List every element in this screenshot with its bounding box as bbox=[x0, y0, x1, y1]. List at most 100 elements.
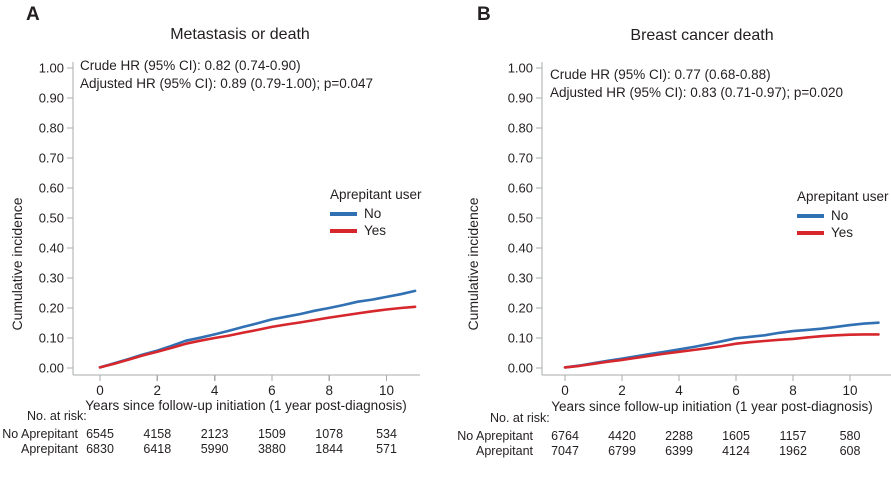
y-tick-label: 0.50 bbox=[508, 211, 533, 226]
y-tick-label: 0.70 bbox=[39, 151, 64, 166]
risk-count: 1078 bbox=[315, 427, 344, 441]
legend-entry-yes: Yes bbox=[797, 224, 889, 241]
y-tick-label: 1.00 bbox=[508, 61, 533, 76]
y-tick-label: 0.20 bbox=[508, 301, 533, 316]
km-chart-b: 0.00 0.10 0.20 0.30 0.40 0.50 0.60 0.70 0.80 0.90… bbox=[508, 61, 891, 398]
panel-b-title: Breast cancer death bbox=[630, 27, 774, 44]
risk-row-label-no-aprepitant: No Aprepitant bbox=[2, 427, 78, 441]
yes-line-swatch bbox=[330, 228, 357, 233]
risk-count: 2123 bbox=[200, 427, 229, 441]
y-tick-label: 0.80 bbox=[39, 121, 64, 136]
y-tick-label: 0.70 bbox=[508, 151, 533, 166]
y-axis-title: Cumulative incidence bbox=[9, 197, 25, 331]
y-tick-label: 1.00 bbox=[39, 61, 64, 76]
risk-count: 1962 bbox=[779, 444, 807, 458]
x-tick-label: 6 bbox=[732, 383, 740, 398]
y-tick-label: 0.60 bbox=[508, 181, 533, 196]
no-line-swatch bbox=[797, 213, 824, 218]
risk-count: 7047 bbox=[551, 444, 579, 458]
risk-table-header: No. at risk: bbox=[27, 409, 87, 423]
risk-row-label-aprepitant: Aprepitant bbox=[476, 444, 533, 458]
x-axis-title: Years since follow-up initiation (1 year… bbox=[551, 399, 873, 414]
x-tick-label: 6 bbox=[268, 383, 276, 398]
risk-count: 1157 bbox=[779, 429, 807, 443]
x-tick-label: 8 bbox=[325, 383, 333, 398]
risk-count: 3880 bbox=[257, 442, 286, 456]
legend-label-yes: Yes bbox=[831, 225, 854, 240]
risk-table-header: No. at risk: bbox=[490, 411, 550, 425]
risk-count: 1509 bbox=[257, 427, 286, 441]
risk-count: 5990 bbox=[200, 442, 229, 456]
risk-count: 4420 bbox=[608, 429, 636, 443]
panel-a-title: Metastasis or death bbox=[170, 26, 310, 43]
crude-hr-text: Crude HR (95% CI): 0.82 (0.74-0.90) bbox=[80, 58, 301, 73]
adjusted-hr-text: Adjusted HR (95% CI): 0.83 (0.71-0.97); … bbox=[550, 84, 844, 100]
risk-count: 4158 bbox=[143, 427, 172, 441]
legend-label-no: No bbox=[364, 206, 382, 221]
panel-b: 0.00 0.10 0.20 0.30 0.40 0.50 0.60 0.70 0.80 0.90… bbox=[446, 0, 891, 479]
x-tick-label: 4 bbox=[211, 383, 219, 398]
y-tick-label: 0.10 bbox=[508, 331, 533, 346]
y-tick-label: 0.00 bbox=[508, 361, 533, 376]
risk-row-label-no-aprepitant: No Aprepitant bbox=[457, 429, 533, 443]
yes-line-swatch bbox=[797, 230, 824, 235]
legend-title: Aprepitant user bbox=[797, 189, 889, 204]
crude-hr-text: Crude HR (95% CI): 0.77 (0.68-0.88) bbox=[550, 67, 771, 82]
x-tick-label: 2 bbox=[154, 383, 162, 398]
y-tick-label: 0.50 bbox=[39, 211, 64, 226]
risk-count: 6830 bbox=[86, 442, 114, 456]
x-tick-label: 10 bbox=[379, 383, 394, 398]
x-tick-label: 0 bbox=[96, 383, 104, 398]
series-line-yes bbox=[563, 333, 880, 369]
y-axis-title: Cumulative incidence bbox=[465, 197, 481, 331]
y-tick-label: 0.30 bbox=[508, 271, 533, 286]
risk-count: 571 bbox=[376, 442, 397, 456]
risk-count: 6764 bbox=[551, 429, 579, 443]
risk-count: 6799 bbox=[608, 444, 636, 458]
no-line-swatch bbox=[330, 211, 357, 216]
legend-entry-yes: Yes bbox=[330, 222, 422, 239]
legend-label-no: No bbox=[831, 208, 849, 223]
risk-count: 1844 bbox=[315, 442, 344, 456]
y-tick-label: 0.80 bbox=[508, 121, 533, 136]
x-tick-label: 10 bbox=[842, 383, 857, 398]
hr-annotation-b: Crude HR (95% CI): 0.77 (0.68-0.88) Adju… bbox=[550, 66, 843, 101]
x-tick-label: 8 bbox=[789, 383, 797, 398]
risk-count: 6545 bbox=[86, 427, 114, 441]
risk-count: 2288 bbox=[665, 429, 693, 443]
y-tick-label: 0.40 bbox=[39, 241, 64, 256]
panel-a-letter: A bbox=[26, 4, 41, 25]
legend-entry-no: No bbox=[330, 205, 422, 222]
x-tick-label: 2 bbox=[618, 383, 626, 398]
risk-count: 6399 bbox=[665, 444, 693, 458]
y-tick-label: 0.30 bbox=[39, 271, 64, 286]
y-tick-label: 0.10 bbox=[39, 331, 64, 346]
y-tick-label: 0.90 bbox=[508, 91, 533, 106]
legend-b: Aprepitant user No Yes bbox=[797, 189, 889, 241]
risk-count: 4124 bbox=[722, 444, 750, 458]
risk-count: 580 bbox=[839, 429, 861, 443]
y-tick-label: 0.40 bbox=[508, 241, 533, 256]
risk-count: 534 bbox=[376, 427, 397, 441]
adjusted-hr-text: Adjusted HR (95% CI): 0.89 (0.79-1.00); … bbox=[80, 75, 374, 91]
risk-count: 608 bbox=[839, 444, 861, 458]
km-chart-a: 0.00 0.10 0.20 0.30 0.40 0.50 0.60 0.70 0.80 0.90… bbox=[39, 61, 420, 398]
x-axis-title: Years since follow-up initiation (1 year… bbox=[85, 398, 407, 413]
y-tick-label: 0.20 bbox=[39, 301, 64, 316]
legend-a: Aprepitant user No Yes bbox=[330, 187, 422, 239]
x-tick-label: 4 bbox=[675, 383, 683, 398]
y-tick-label: 0.60 bbox=[39, 181, 64, 196]
risk-count: 1605 bbox=[722, 429, 750, 443]
series-line-yes bbox=[98, 305, 417, 369]
legend-label-yes: Yes bbox=[364, 223, 387, 238]
legend-entry-no: No bbox=[797, 207, 889, 224]
y-tick-label: 0.00 bbox=[39, 361, 64, 376]
hr-annotation-a: Crude HR (95% CI): 0.82 (0.74-0.90) Adju… bbox=[80, 57, 373, 92]
x-tick-label: 0 bbox=[561, 383, 569, 398]
panel-a: 0.00 0.10 0.20 0.30 0.40 0.50 0.60 0.70 0.80 0.90… bbox=[2, 4, 422, 456]
risk-count: 6418 bbox=[143, 442, 172, 456]
y-tick-label: 0.90 bbox=[39, 91, 64, 106]
risk-row-label-aprepitant: Aprepitant bbox=[21, 442, 78, 456]
panel-b-letter: B bbox=[477, 4, 492, 25]
